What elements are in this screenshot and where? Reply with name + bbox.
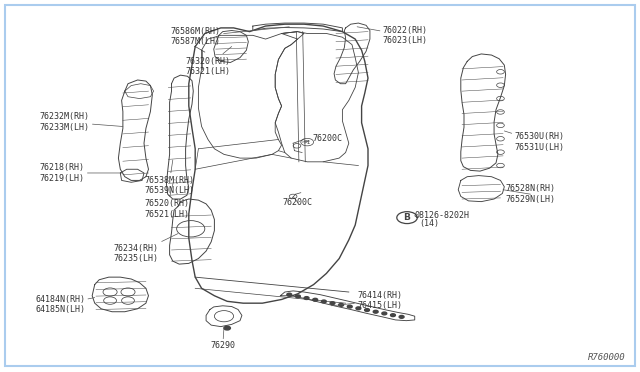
Circle shape: [224, 326, 230, 330]
Circle shape: [321, 300, 326, 303]
Circle shape: [330, 302, 335, 305]
Text: P1: P1: [303, 140, 311, 145]
Text: R760000: R760000: [588, 353, 626, 362]
Text: 76520(RH)
76521(LH): 76520(RH) 76521(LH): [144, 179, 189, 219]
Circle shape: [339, 304, 344, 306]
Text: 76320(RH)
76321(LH): 76320(RH) 76321(LH): [186, 46, 232, 76]
Text: 76528N(RH)
76529N(LH): 76528N(RH) 76529N(LH): [503, 185, 556, 204]
Text: B: B: [404, 213, 410, 222]
Text: 76022(RH)
76023(LH): 76022(RH) 76023(LH): [357, 26, 428, 45]
Text: 76200C: 76200C: [302, 134, 342, 143]
Text: (14): (14): [419, 219, 439, 228]
Circle shape: [390, 314, 396, 317]
Text: 76200C: 76200C: [283, 196, 313, 207]
Circle shape: [382, 312, 387, 315]
Text: 76586M(RH)
76587M(LH): 76586M(RH) 76587M(LH): [171, 27, 289, 46]
Text: 76530U(RH)
76531U(LH): 76530U(RH) 76531U(LH): [504, 131, 564, 152]
Circle shape: [313, 298, 317, 301]
Text: 76232M(RH)
76233M(LH): 76232M(RH) 76233M(LH): [40, 112, 123, 132]
Circle shape: [365, 309, 369, 311]
Text: 76290: 76290: [210, 327, 236, 350]
Text: 76218(RH)
76219(LH): 76218(RH) 76219(LH): [40, 163, 123, 183]
Text: 08126-8202H: 08126-8202H: [415, 211, 470, 220]
Text: 76414(RH)
76415(LH): 76414(RH) 76415(LH): [332, 291, 402, 310]
Text: 76234(RH)
76235(LH): 76234(RH) 76235(LH): [114, 234, 178, 263]
Circle shape: [399, 315, 404, 318]
Circle shape: [296, 295, 300, 298]
Circle shape: [356, 307, 361, 310]
Text: 76538M(RH)
76539N(LH): 76538M(RH) 76539N(LH): [144, 160, 194, 195]
Circle shape: [373, 310, 378, 313]
Circle shape: [348, 305, 352, 308]
Text: 64184N(RH)
64185N(LH): 64184N(RH) 64185N(LH): [35, 295, 95, 314]
Circle shape: [304, 296, 309, 299]
Circle shape: [287, 293, 292, 296]
